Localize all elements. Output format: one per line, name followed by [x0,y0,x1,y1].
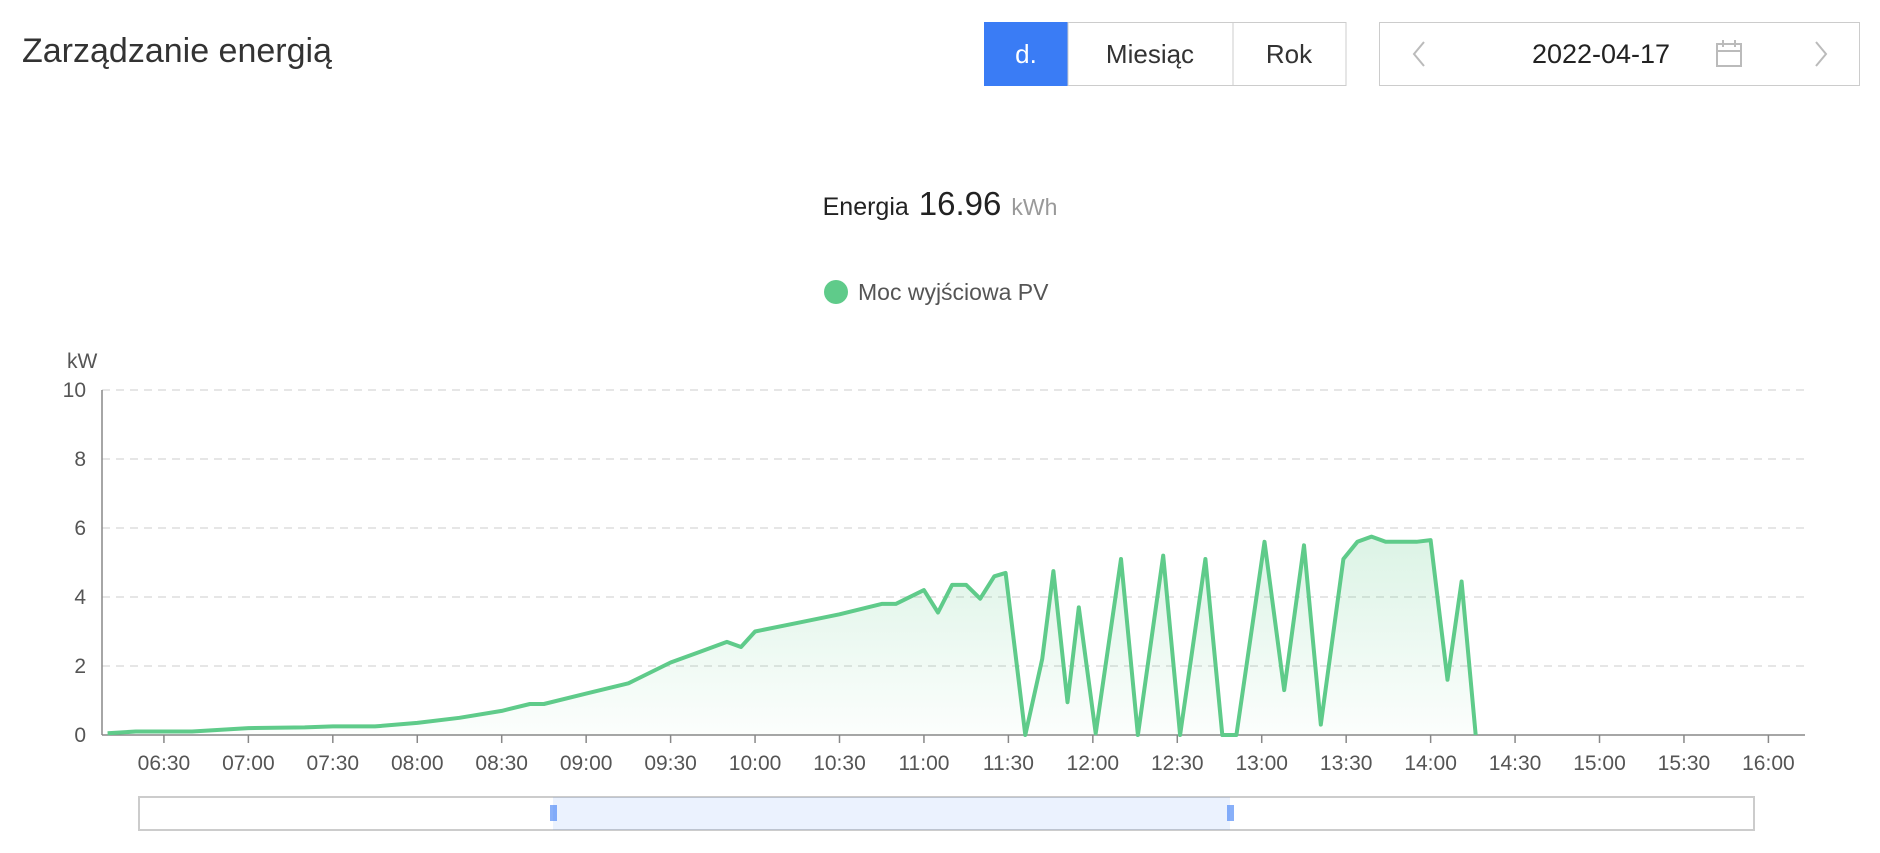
x-tick-label: 10:30 [813,752,866,775]
line [107,534,1478,737]
x-tick-label: 11:00 [898,752,949,775]
x-tick-label: 15:30 [1658,752,1711,775]
date-picker[interactable] [1379,22,1860,86]
zoom-handle[interactable] [550,805,557,821]
x-tick-label: 11:30 [983,752,1034,775]
y-tick-label: 6 [74,517,86,540]
area [107,536,1476,735]
y-tick-label: 10 [63,379,86,402]
x-tick-label: 07:00 [222,752,275,775]
legend-label[interactable]: Moc wyjściowa PV [858,279,1049,305]
x-tick-label: 14:00 [1404,752,1457,775]
button-label: Rok [1266,39,1313,69]
data-zoom[interactable] [138,796,1755,831]
zoom-handle[interactable] [1227,805,1234,821]
zoom-window[interactable] [553,797,1230,830]
energy-value: 16.96 [919,185,1002,222]
calendar-icon[interactable] [1716,40,1742,67]
zoom-track [138,796,1755,831]
x-tick-label: 13:00 [1235,752,1288,775]
date-value: 2022-04-17 [1532,39,1670,69]
button-label: Miesiąc [1106,39,1194,69]
button-month[interactable] [1067,22,1234,86]
x-tick-label: 09:30 [644,752,697,775]
y-tick-label: 2 [74,655,86,678]
button-label: d. [1015,39,1037,69]
energy-summary: Energia 16.96 kWh [823,185,1058,222]
button-day[interactable] [984,22,1068,86]
x-tick-label: 09:00 [560,752,613,775]
x-tick-label: 13:30 [1320,752,1373,775]
button-year[interactable] [1232,22,1347,86]
y-axis-label: kW [67,350,98,373]
legend-swatch [824,280,848,304]
x-tick-label: 14:30 [1489,752,1542,775]
next-arrow[interactable] [1815,41,1828,67]
x-tick-label: 06:30 [138,752,191,775]
energy-unit: kWh [1011,194,1057,220]
x-tick-label: 07:30 [307,752,360,775]
page-title: Zarządzanie energią [22,32,332,70]
prev-arrow[interactable] [1412,41,1425,67]
x-tick-label: 12:30 [1151,752,1204,775]
energy-label: Energia [823,193,909,221]
x-tick-label: 10:00 [729,752,782,775]
y-tick-label: 8 [74,448,86,471]
x-tick-label: 12:00 [1067,752,1120,775]
x-tick-label: 08:30 [475,752,528,775]
y-tick-label: 4 [74,586,86,609]
x-tick-label: 08:00 [391,752,444,775]
x-tick-label: 16:00 [1742,752,1795,775]
x-tick-label: 15:00 [1573,752,1626,775]
y-tick-label: 0 [74,724,86,747]
